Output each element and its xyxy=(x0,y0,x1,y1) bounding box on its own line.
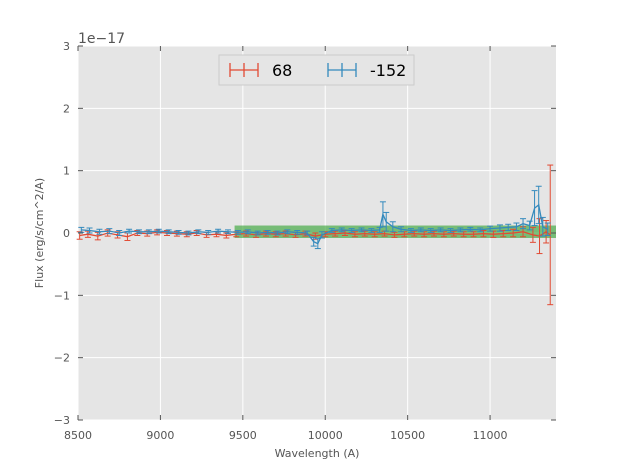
error-bar xyxy=(376,226,383,233)
x-tick-label: 11000 xyxy=(473,429,508,442)
y-tick-label: 0 xyxy=(63,227,70,240)
y-offset-label: 1e−17 xyxy=(78,31,125,47)
error-bar xyxy=(310,236,317,247)
error-bar xyxy=(332,230,339,237)
error-bar xyxy=(264,230,271,235)
error-bar xyxy=(411,230,418,237)
error-bar xyxy=(318,231,325,239)
error-bar xyxy=(529,226,536,243)
y-tick-label: 1 xyxy=(63,165,70,178)
error-bar xyxy=(215,228,222,234)
error-bar xyxy=(535,185,542,225)
error-bar xyxy=(391,231,398,238)
error-bar xyxy=(480,230,487,238)
y-tick-label: −2 xyxy=(54,352,70,365)
error-bar xyxy=(510,228,517,238)
error-bar xyxy=(544,222,551,236)
legend: 68 -152 xyxy=(218,54,415,86)
error-bar xyxy=(417,227,424,233)
error-bar xyxy=(175,230,182,235)
x-tick-label: 9000 xyxy=(146,429,174,442)
error-bar xyxy=(274,230,281,236)
y-tick-label: −3 xyxy=(54,414,70,427)
x-tick-label: 10500 xyxy=(390,429,425,442)
error-bar xyxy=(467,226,474,232)
error-bar xyxy=(450,230,457,237)
error-bar xyxy=(487,225,494,232)
error-bar xyxy=(457,227,464,233)
series-layer xyxy=(76,164,554,306)
error-bar xyxy=(526,220,533,231)
error-bar xyxy=(224,229,231,235)
error-bar xyxy=(358,227,365,233)
ticks xyxy=(77,45,556,421)
error-bar xyxy=(531,190,538,227)
error-bar xyxy=(379,201,386,228)
error-bar xyxy=(96,228,103,235)
error-bar xyxy=(338,227,345,233)
error-bar xyxy=(520,218,527,230)
error-bar xyxy=(314,238,321,250)
error-bar xyxy=(407,228,414,233)
error-bar xyxy=(361,230,368,237)
error-bar xyxy=(294,230,301,235)
legend-label: -152 xyxy=(370,61,406,80)
x-tick-label: 10000 xyxy=(308,429,343,442)
error-bar xyxy=(86,227,93,234)
error-bar xyxy=(543,220,550,244)
x-axis-label: Wavelength (A) xyxy=(275,447,360,460)
error-bar xyxy=(496,224,503,232)
error-bar xyxy=(304,230,311,236)
error-bar xyxy=(135,229,142,235)
error-bar xyxy=(371,231,378,238)
error-bar xyxy=(351,231,358,238)
tick-labels: 8500 9000 9500 10000 10500 11000 −3 −2 −1 0 1 2 3 xyxy=(54,40,508,442)
y-tick-label: 2 xyxy=(63,102,70,115)
error-bar xyxy=(328,228,335,233)
error-bar xyxy=(116,230,123,236)
y-axis-label: Flux (erg/s/cm^2/A) xyxy=(33,178,46,288)
error-bar xyxy=(348,228,355,233)
error-bar xyxy=(244,229,251,235)
x-tick-label: 9500 xyxy=(229,429,257,442)
error-bar xyxy=(106,228,113,235)
x-tick-label: 8500 xyxy=(64,429,92,442)
y-tick-label: −1 xyxy=(54,289,70,302)
error-bar xyxy=(539,216,546,237)
error-bar xyxy=(547,164,554,306)
error-bar xyxy=(398,226,405,233)
error-bar xyxy=(447,228,454,233)
error-bar xyxy=(254,230,261,236)
error-bar xyxy=(126,228,133,234)
error-bar xyxy=(477,227,484,233)
error-bar xyxy=(205,230,212,235)
legend-item-0: 68 xyxy=(229,61,292,80)
error-bar xyxy=(513,222,520,232)
error-bar xyxy=(195,229,202,235)
error-bar xyxy=(234,230,241,235)
error-bar xyxy=(155,228,162,234)
legend-label: 68 xyxy=(272,61,292,80)
error-bar xyxy=(470,231,477,238)
error-bar xyxy=(145,229,152,235)
error-bar xyxy=(389,221,396,233)
error-bar xyxy=(427,228,434,233)
series-1 xyxy=(78,185,551,250)
legend-item-1: -152 xyxy=(327,61,406,80)
y-tick-label: 3 xyxy=(63,40,70,53)
error-bar xyxy=(431,230,438,237)
error-bar xyxy=(78,226,85,233)
error-bar xyxy=(368,228,375,233)
error-bar xyxy=(505,223,512,232)
error-bar xyxy=(284,229,291,235)
error-bar xyxy=(165,229,172,235)
error-bar xyxy=(185,230,192,236)
error-bar xyxy=(437,227,444,233)
error-bar xyxy=(383,211,390,232)
